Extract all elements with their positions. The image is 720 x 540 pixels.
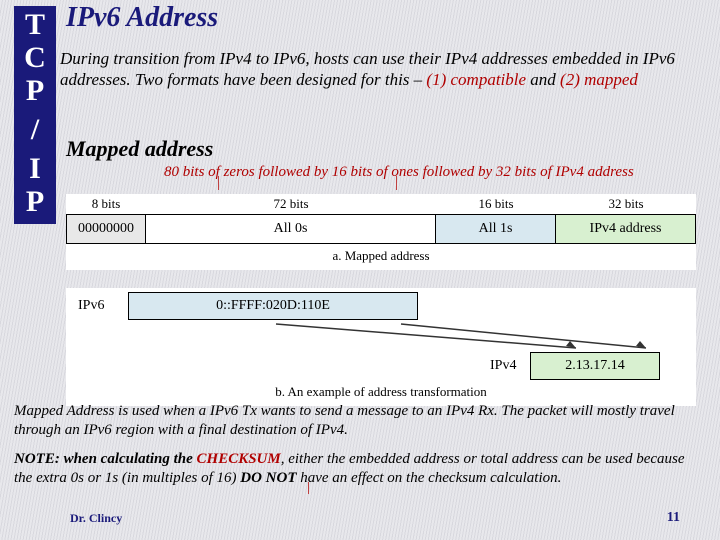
note-checksum: CHECKSUM [197, 451, 281, 467]
diagram-a: 8 bits 72 bits 16 bits 32 bits 00000000 … [66, 194, 696, 270]
field-box: IPv4 address [556, 214, 696, 244]
page-title: IPv6 Address [66, 2, 218, 34]
bits-label: 32 bits [556, 194, 696, 214]
sidebar-tcpip: T C P / I P [14, 6, 56, 224]
row-label: IPv6 [78, 298, 128, 314]
tick-mark [308, 482, 309, 494]
intro-text: and [526, 70, 560, 89]
bottom-paragraph-2: NOTE: when calculating the CHECKSUM, eit… [14, 450, 706, 488]
intro-highlight-1: (1) compatible [426, 70, 526, 89]
intro-paragraph: During transition from IPv4 to IPv6, hos… [60, 48, 700, 91]
ipv4-box: 2.13.17.14 [530, 352, 660, 380]
sidebar-letter: I [14, 152, 56, 185]
diagram-b-row-ipv4: IPv4 2.13.17.14 [66, 352, 696, 380]
ipv6-box: 0::FFFF:020D:110E [128, 292, 418, 320]
note-text: have an effect on the checksum calculati… [296, 470, 561, 486]
intro-highlight-2: (2) mapped [560, 70, 638, 89]
note-text: NOTE: when calculating the [14, 451, 197, 467]
subheading: Mapped address [66, 136, 213, 162]
diagram-a-boxes: 00000000 All 0s All 1s IPv4 address [66, 214, 696, 244]
sidebar-letter: C [14, 41, 56, 74]
diagram-b-arrows [66, 322, 696, 350]
field-box: All 1s [436, 214, 556, 244]
subheading-desc: 80 bits of zeros followed by 16 bits of … [164, 164, 634, 181]
row-label: IPv4 [490, 358, 530, 374]
field-box: All 0s [146, 214, 436, 244]
tick-mark [396, 176, 397, 190]
diagram-a-caption: a. Mapped address [66, 244, 696, 270]
diagram-a-labels: 8 bits 72 bits 16 bits 32 bits [66, 194, 696, 214]
diagram-b: IPv6 0::FFFF:020D:110E IPv4 2.13.17.14 b… [66, 288, 696, 406]
field-box: 00000000 [66, 214, 146, 244]
sidebar-letter: P [14, 74, 56, 107]
tick-mark [218, 176, 219, 190]
bottom-paragraph-1: Mapped Address is used when a IPv6 Tx wa… [14, 402, 706, 440]
footer-page-number: 11 [667, 510, 680, 526]
arrows-svg [66, 322, 696, 350]
diagram-b-row-ipv6: IPv6 0::FFFF:020D:110E [66, 292, 696, 320]
sidebar-letter: T [14, 8, 56, 41]
note-donot: DO NOT [240, 470, 296, 486]
bits-label: 8 bits [66, 194, 146, 214]
bits-label: 72 bits [146, 194, 436, 214]
footer-author: Dr. Clincy [70, 511, 122, 526]
sidebar-letter: P [14, 185, 56, 218]
bits-label: 16 bits [436, 194, 556, 214]
sidebar-letter: / [14, 113, 56, 146]
